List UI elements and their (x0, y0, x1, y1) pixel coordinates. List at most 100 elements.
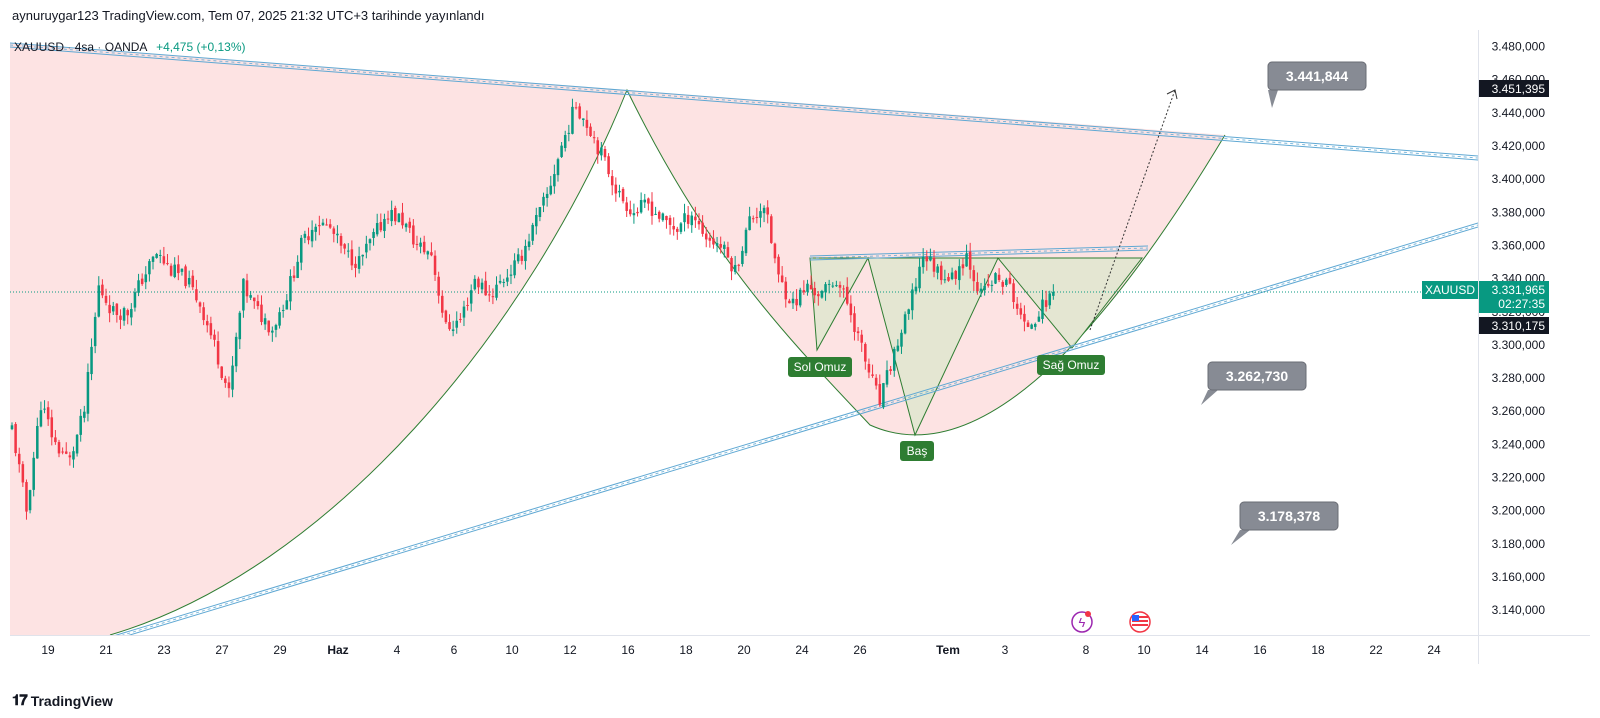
candle-body (715, 243, 719, 246)
time-tick-label: 26 (853, 643, 867, 657)
candle-body (216, 341, 220, 365)
candle-body (737, 264, 741, 266)
candle-body (14, 424, 17, 454)
candle-body (57, 442, 61, 454)
symbol-legend[interactable]: XAUUSD · 4sa · OANDA +4,475 (+0,13%) (14, 40, 246, 54)
time-tick-label: 4 (394, 643, 401, 657)
candle-body (412, 225, 415, 245)
candle-body (307, 236, 310, 241)
candle-body (383, 218, 386, 232)
candle-body (968, 251, 972, 270)
candle-body (126, 310, 129, 316)
candle-body (495, 284, 498, 298)
tradingview-footer[interactable]: 𝟏𝟕 TradingView (12, 692, 113, 709)
candle-body (332, 228, 336, 234)
candle-body (1001, 281, 1004, 287)
candle-body (990, 284, 994, 286)
candle-body (657, 211, 661, 219)
candle-body (603, 148, 607, 158)
callout-3[interactable]: 3.178,378 (1231, 501, 1339, 545)
candle-body (654, 213, 657, 215)
candle-body (596, 140, 600, 155)
label-bas[interactable]: Baş (900, 441, 934, 461)
current-price-tag: XAUUSD 3.331,965 02:27:35 (1422, 281, 1549, 313)
candle-body (61, 451, 64, 453)
candle-body (647, 198, 650, 204)
low-price-tag: 3.310,175 (1479, 317, 1549, 334)
candle-body (813, 287, 816, 296)
candle-body (477, 278, 480, 288)
candle-body (650, 201, 654, 216)
candle-body (513, 260, 516, 276)
candle-body (220, 366, 223, 378)
candle-body (17, 453, 21, 465)
label-sol-omuz[interactable]: Sol Omuz (788, 357, 852, 377)
candle-body (484, 280, 487, 296)
candle-body (918, 266, 921, 289)
legend-line: XAUUSD · 4sa · OANDA +4,475 (+0,13%) (14, 40, 246, 54)
label-sag-omuz[interactable]: Sağ Omuz (1037, 355, 1105, 375)
candle-body (144, 274, 148, 283)
candle-body (849, 303, 853, 316)
time-tick-label: 14 (1195, 643, 1209, 657)
candle-body (751, 218, 755, 220)
candle-body (54, 437, 57, 443)
candle-body (426, 251, 430, 255)
candle-body (592, 137, 596, 139)
candle-body (137, 280, 140, 293)
candle-body (679, 223, 683, 232)
head-shoulders-pattern[interactable] (809, 256, 1144, 437)
candle-body (766, 207, 769, 215)
candle-body (585, 119, 589, 128)
candle-body (343, 244, 346, 249)
candle-body (795, 298, 798, 306)
candle-body (925, 256, 929, 262)
candle-body (835, 285, 838, 287)
time-tick-label: 10 (505, 643, 519, 657)
cup-pattern-fill[interactable] (10, 43, 1225, 635)
candle-body (1008, 277, 1012, 284)
candle-body (451, 329, 455, 332)
candle-body (607, 156, 610, 175)
candle-body (325, 224, 328, 226)
callout-1-text: 3.441,844 (1286, 68, 1348, 84)
price-tick-label: 3.420,000 (1492, 139, 1546, 153)
candle-body (535, 215, 538, 227)
time-tick-label: 10 (1137, 643, 1151, 657)
candle-body (744, 229, 748, 254)
candlestick-chart[interactable]: Sol Omuz Baş Sağ Omuz 3.441,844 3.262,73… (10, 30, 1590, 682)
candle-body (578, 106, 581, 119)
candle-body (610, 176, 614, 186)
candle-body (296, 261, 299, 278)
candle-body (267, 320, 270, 333)
time-axis[interactable]: 19 21 23 27 29 Haz 4 6 10 12 16 18 20 24 26 Tem 3 8 10 14 16… (41, 643, 1441, 657)
candle-body (1012, 283, 1015, 303)
candle-body (10, 425, 14, 430)
earnings-event-icon[interactable]: ϟ (1071, 611, 1093, 633)
candle-body (180, 268, 184, 272)
candle-body (488, 294, 491, 296)
candle-body (158, 254, 162, 256)
candle-body (903, 314, 907, 334)
candles[interactable] (10, 98, 1055, 520)
candle-body (730, 258, 733, 272)
candle-body (961, 264, 965, 269)
callout-2[interactable]: 3.262,730 (1201, 361, 1307, 405)
candle-body (448, 322, 451, 330)
candle-body (318, 225, 321, 227)
candle-body (874, 377, 878, 386)
callout-1[interactable]: 3.441,844 (1267, 61, 1367, 108)
candle-body (1026, 322, 1030, 327)
projection-arrow[interactable] (1089, 89, 1176, 331)
us-economic-event-icon[interactable] (1129, 611, 1151, 633)
candle-body (32, 457, 35, 490)
candle-body (256, 301, 260, 307)
candle-body (827, 283, 831, 285)
time-tick-label: 21 (99, 643, 113, 657)
candle-body (809, 284, 813, 290)
candle-body (1015, 303, 1019, 309)
candle-body (444, 310, 448, 323)
candle-body (1023, 313, 1026, 322)
candle-body (263, 318, 267, 325)
chart-frame[interactable]: Sol Omuz Baş Sağ Omuz 3.441,844 3.262,73… (10, 30, 1590, 682)
